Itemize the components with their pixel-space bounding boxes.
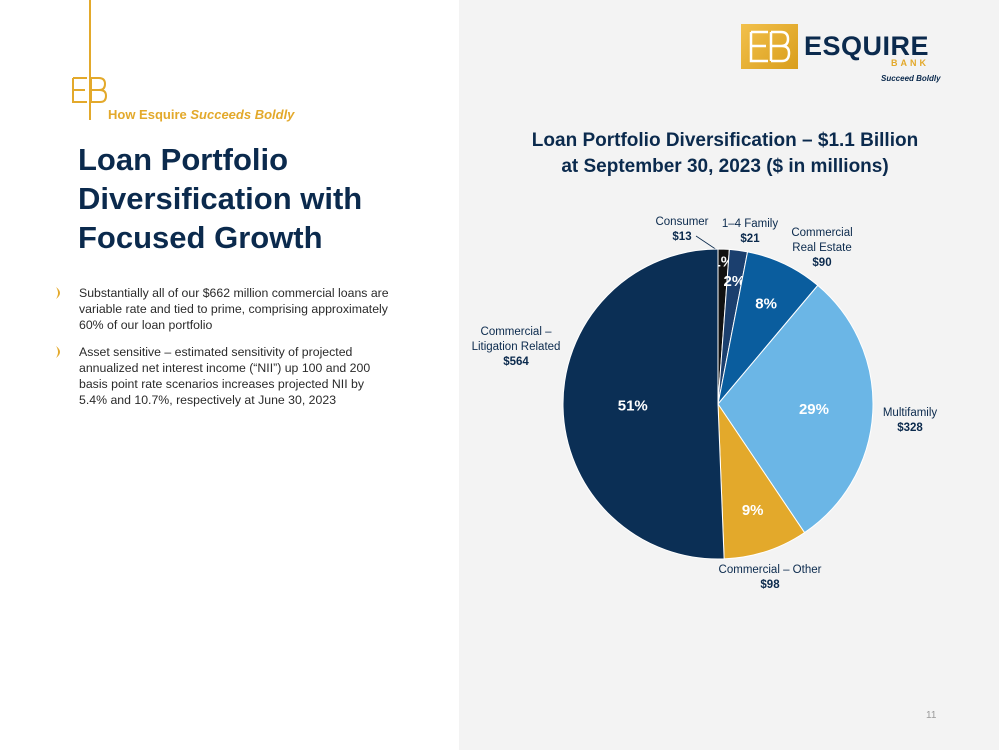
- slice-percent-label: 51%: [618, 398, 648, 415]
- logo-wordmark: ESQUIRE: [804, 31, 930, 61]
- slice-value-label: $564: [503, 356, 529, 368]
- bullet-item: Substantially all of our $662 million co…: [55, 285, 395, 333]
- slice-value-label: $21: [740, 233, 760, 245]
- bullet-list: Substantially all of our $662 million co…: [55, 285, 395, 419]
- bullet-text: Asset sensitive – estimated sensitivity …: [79, 345, 371, 407]
- logo-emblem: [741, 24, 798, 69]
- logo-eb-icon: [749, 30, 791, 63]
- chart-title-line-2: at September 30, 2023 ($ in millions): [561, 156, 889, 177]
- slice-value-label: $13: [672, 231, 691, 243]
- slice-category-label: Commercial – Other: [719, 564, 822, 576]
- bullet-arrow-icon: [56, 346, 60, 358]
- slice-category-label: Real Estate: [792, 242, 851, 254]
- slice-percent-label: 2%: [724, 273, 746, 290]
- bullet-item: Asset sensitive – estimated sensitivity …: [55, 344, 395, 408]
- chart-title-line-1: Loan Portfolio Diversification – $1.1 Bi…: [531, 130, 919, 151]
- chart-title: Loan Portfolio Diversification – $1.1 Bi…: [480, 128, 970, 180]
- eb-monogram-icon: [72, 77, 107, 103]
- slice-category-label: Commercial: [791, 227, 852, 239]
- slice-percent-label: 8%: [755, 295, 777, 312]
- bullet-text: Substantially all of our $662 million co…: [79, 286, 389, 332]
- slice-category-label: Consumer: [655, 216, 708, 228]
- tagline-emphasis: Succeeds Boldly: [190, 107, 295, 122]
- esquire-bank-logo: ESQUIRE BANK Succeed Boldly: [741, 24, 941, 84]
- logo-slogan: Succeed Boldly: [881, 74, 941, 83]
- pie-slice: [717, 402, 806, 560]
- tagline: How Esquire Succeeds Boldly: [108, 107, 294, 122]
- slice-value-label: $98: [760, 579, 780, 591]
- slice-percent-label: 29%: [799, 401, 829, 418]
- leader-line: [695, 235, 718, 251]
- pie-slice: [717, 284, 874, 534]
- page-number: 11: [926, 710, 937, 721]
- slice-category-label: 1–4 Family: [722, 218, 778, 230]
- pie-slice: [562, 248, 725, 560]
- slice-value-label: $328: [897, 422, 923, 434]
- tagline-prefix: How Esquire: [108, 107, 187, 122]
- gold-divider-line: [89, 0, 91, 120]
- slice-percent-label: 9%: [742, 502, 764, 519]
- slice-category-label: Multifamily: [883, 407, 938, 419]
- page-title: Loan Portfolio Diversification with Focu…: [78, 142, 363, 255]
- slice-category-label: Commercial –: [481, 326, 553, 338]
- bullet-arrow-icon: [56, 287, 60, 299]
- logo-bank-text: BANK: [891, 58, 929, 68]
- slice-value-label: $90: [812, 257, 831, 269]
- slice-category-label: Litigation Related: [472, 341, 561, 353]
- pie-chart: 1%Consumer$132%1–4 Family$218%Commercial…: [472, 216, 938, 591]
